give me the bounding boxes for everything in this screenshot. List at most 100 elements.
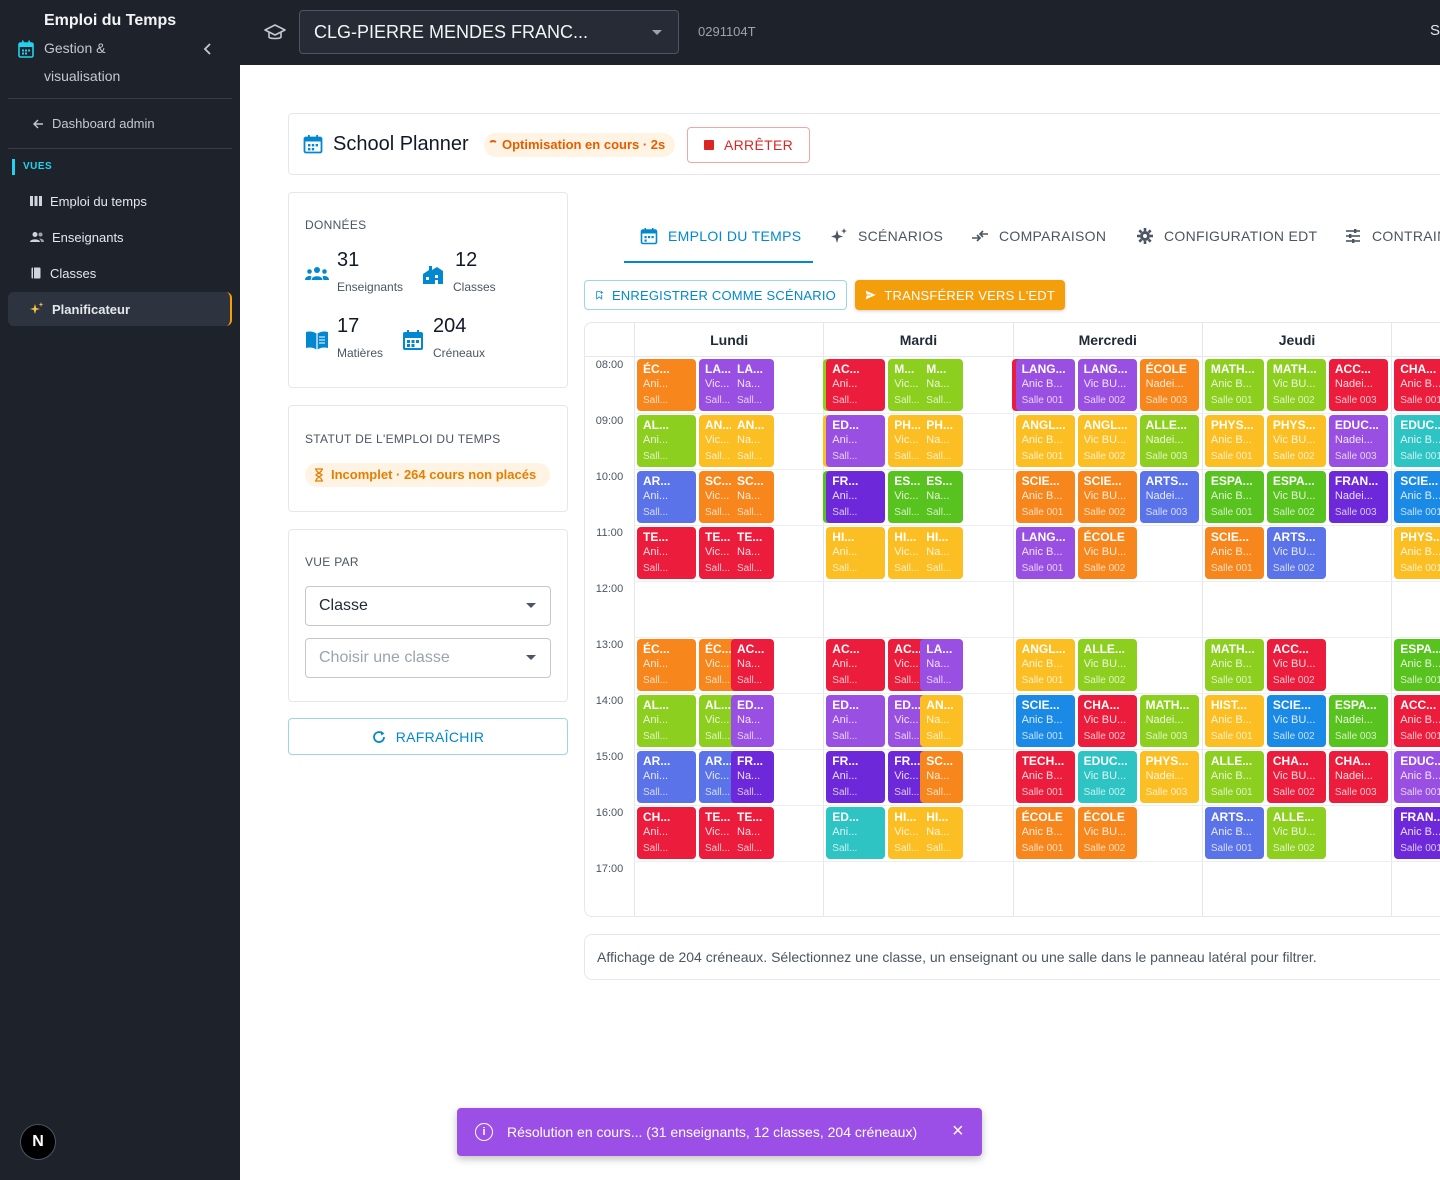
sidebar-item-enseignants[interactable]: Enseignants	[8, 220, 232, 254]
close-icon[interactable]: ×	[952, 1120, 964, 1142]
lesson-block[interactable]: LANG... Vic BU... Salle 002	[1077, 359, 1137, 411]
collapse-sidebar-button[interactable]	[200, 40, 216, 58]
lesson-block[interactable]: SCIE... Anic B... Salle 001	[1204, 527, 1264, 579]
lesson-block[interactable]: EDUC... Nadei... Salle 003	[1328, 415, 1388, 467]
lesson-block[interactable]: ALLE... Vic BU... Salle 002	[1077, 639, 1137, 691]
lesson-block[interactable]: PHYS... Anic B... Salle 001	[1204, 415, 1264, 467]
lesson-block[interactable]: EDUC... Anic B... Salle 001	[1394, 751, 1440, 803]
tab-emploi-du-temps[interactable]: EMPLOI DU TEMPS	[640, 208, 801, 264]
lesson-block[interactable]: AN... Na... Sall...	[731, 415, 774, 467]
lesson-block[interactable]: ED... Ani... Sall...	[826, 695, 886, 747]
lesson-block[interactable]: CHA... Vic BU... Salle 002	[1266, 751, 1326, 803]
lesson-block[interactable]: CH... Ani... Sall...	[637, 807, 696, 859]
topbar-right-text[interactable]: S	[1430, 22, 1440, 39]
sidebar-item-classes[interactable]: Classes	[8, 256, 232, 290]
school-select[interactable]: CLG-PIERRE MENDES FRANC...	[299, 10, 679, 54]
lesson-block[interactable]: ÉCOLE Nadei... Salle 003	[1139, 359, 1199, 411]
lesson-block[interactable]: ED... Na... Sall...	[731, 695, 774, 747]
lesson-block[interactable]: FR... Ani... Sall...	[826, 471, 886, 523]
lesson-block[interactable]: AR... Ani... Sall...	[637, 751, 696, 803]
lesson-block[interactable]: ÉCOLE Anic B... Salle 001	[1015, 807, 1075, 859]
lesson-block[interactable]: AN... Na... Sall...	[920, 695, 964, 747]
lesson-block[interactable]: ED... Ani... Sall...	[826, 807, 886, 859]
lesson-block[interactable]: M... Na... Sall...	[920, 359, 964, 411]
lesson-block[interactable]: CHA... Vic BU... Salle 002	[1077, 695, 1137, 747]
lesson-block[interactable]: AL... Ani... Sall...	[637, 695, 696, 747]
lesson-block[interactable]: FR... Ani... Sall...	[826, 751, 886, 803]
lesson-block[interactable]: ACC... Vic BU... Salle 002	[1266, 639, 1326, 691]
lesson-block[interactable]: ACC... Anic B... Salle 001	[1394, 695, 1440, 747]
lesson-block[interactable]: EDUC... Vic BU... Salle 002	[1077, 751, 1137, 803]
lesson-block[interactable]: MATH... Vic BU... Salle 002	[1266, 359, 1326, 411]
lesson-block[interactable]: HI... Na... Sall...	[920, 527, 964, 579]
lesson-block[interactable]: ESPA... Nadei... Salle 003	[1328, 695, 1388, 747]
lesson-block[interactable]: HI... Na... Sall...	[920, 807, 964, 859]
lesson-block[interactable]: ÉC... Ani... Sall...	[637, 359, 696, 411]
lesson-block[interactable]: ÉC... Ani... Sall...	[637, 639, 696, 691]
lesson-block[interactable]: AC... Ani... Sall...	[826, 639, 886, 691]
lesson-block[interactable]: FRAN... Nadei... Salle 003	[1328, 471, 1388, 523]
lesson-block[interactable]: ESPA... Vic BU... Salle 002	[1266, 471, 1326, 523]
lesson-block[interactable]: SC... Na... Sall...	[731, 471, 774, 523]
dashboard-admin-link[interactable]: Dashboard admin	[32, 116, 155, 131]
lesson-block[interactable]: TE... Na... Sall...	[731, 527, 774, 579]
lesson-block[interactable]: AR... Ani... Sall...	[637, 471, 696, 523]
lesson-block[interactable]: LANG... Anic B... Salle 001	[1015, 527, 1075, 579]
lesson-block[interactable]: ED... Ani... Sall...	[826, 415, 886, 467]
lesson-block[interactable]: HIST... Anic B... Salle 001	[1204, 695, 1264, 747]
lesson-block[interactable]: EDUC... Anic B... Salle 001	[1394, 415, 1440, 467]
lesson-block[interactable]: PH... Na... Sall...	[920, 415, 964, 467]
save-scenario-button[interactable]: ENREGISTRER COMME SCÉNARIO	[584, 280, 847, 310]
lesson-block[interactable]: AC... Na... Sall...	[731, 639, 774, 691]
lesson-block[interactable]: ESPA... Anic B... Salle 001	[1394, 639, 1440, 691]
lesson-block[interactable]: MATH... Anic B... Salle 001	[1204, 359, 1264, 411]
lesson-block[interactable]: ÉCOLE Vic BU... Salle 002	[1077, 807, 1137, 859]
lesson-block[interactable]: SCIE... Vic BU... Salle 002	[1266, 695, 1326, 747]
stop-button[interactable]: ARRÊTER	[687, 127, 810, 163]
lesson-block[interactable]: ACC... Nadei... Salle 003	[1328, 359, 1388, 411]
lesson-block[interactable]: MATH... Anic B... Salle 001	[1204, 639, 1264, 691]
lesson-block[interactable]: TE... Na... Sall...	[731, 807, 774, 859]
lesson-block[interactable]: LANG... Anic B... Salle 001	[1015, 359, 1075, 411]
tab-scenarios[interactable]: SCÉNARIOS	[830, 208, 943, 264]
lesson-block[interactable]: CHA... Nadei... Salle 003	[1328, 751, 1388, 803]
lesson-block[interactable]: TECH... Anic B... Salle 001	[1015, 751, 1075, 803]
lesson-block[interactable]: FR... Na... Sall...	[731, 751, 774, 803]
lesson-block[interactable]: ALLE... Anic B... Salle 001	[1204, 751, 1264, 803]
tab-configuration-edt[interactable]: CONFIGURATION EDT	[1136, 208, 1317, 264]
lesson-block[interactable]: SCIE... Anic B... Salle 001	[1015, 471, 1075, 523]
lesson-block[interactable]: PHYS... Anic B... Salle 001	[1394, 527, 1440, 579]
sidebar-item-emploi-du-temps[interactable]: Emploi du temps	[8, 184, 232, 218]
lesson-block[interactable]: CHA... Anic B... Salle 001	[1394, 359, 1440, 411]
vue-par-select[interactable]: Classe	[305, 586, 551, 626]
lesson-block[interactable]: AL... Ani... Sall...	[637, 415, 696, 467]
lesson-block[interactable]: LA... Na... Sall...	[920, 639, 964, 691]
class-select[interactable]: Choisir une classe	[305, 638, 551, 678]
lesson-block[interactable]: ES... Na... Sall...	[920, 471, 964, 523]
n-logo-badge[interactable]: N	[20, 1124, 56, 1160]
refresh-button[interactable]: RAFRAÎCHIR	[288, 718, 568, 755]
lesson-block[interactable]: ANGL... Vic BU... Salle 002	[1077, 415, 1137, 467]
lesson-block[interactable]: PHYS... Nadei... Salle 003	[1139, 751, 1199, 803]
lesson-block[interactable]: ARTS... Nadei... Salle 003	[1139, 471, 1199, 523]
lesson-block[interactable]: ALLE... Nadei... Salle 003	[1139, 415, 1199, 467]
lesson-block[interactable]: SCIE... Vic BU... Salle 002	[1077, 471, 1137, 523]
sidebar-item-planificateur[interactable]: Planificateur	[8, 292, 232, 326]
lesson-block[interactable]: SCIE... Anic B... Salle 001	[1015, 695, 1075, 747]
lesson-block[interactable]: SCIE... Anic B... Salle 001	[1394, 471, 1440, 523]
lesson-block[interactable]: MATH... Nadei... Salle 003	[1139, 695, 1199, 747]
transfer-to-edt-button[interactable]: TRANSFÉRER VERS L'EDT	[855, 280, 1065, 310]
lesson-block[interactable]: FRAN... Anic B... Salle 001	[1394, 807, 1440, 859]
lesson-block[interactable]: ANGL... Anic B... Salle 001	[1015, 639, 1075, 691]
lesson-block[interactable]: ESPA... Anic B... Salle 001	[1204, 471, 1264, 523]
lesson-block[interactable]: HI... Ani... Sall...	[826, 527, 886, 579]
tab-contraintes[interactable]: CONTRAIN	[1344, 208, 1440, 264]
lesson-block[interactable]: PHYS... Vic BU... Salle 002	[1266, 415, 1326, 467]
lesson-block[interactable]: AC... Ani... Sall...	[826, 359, 886, 411]
lesson-block[interactable]: ARTS... Vic BU... Salle 002	[1266, 527, 1326, 579]
lesson-block[interactable]: ANGL... Anic B... Salle 001	[1015, 415, 1075, 467]
lesson-block[interactable]: SC... Na... Sall...	[920, 751, 964, 803]
lesson-block[interactable]: TE... Ani... Sall...	[637, 527, 696, 579]
lesson-block[interactable]: LA... Na... Sall...	[731, 359, 774, 411]
tab-comparaison[interactable]: COMPARAISON	[971, 208, 1106, 264]
